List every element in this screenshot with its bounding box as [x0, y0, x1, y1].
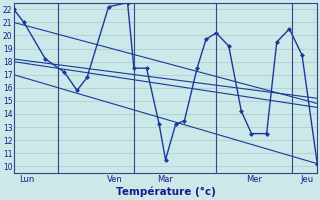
Text: Mar: Mar [157, 175, 173, 184]
X-axis label: Température (°c): Température (°c) [116, 187, 215, 197]
Text: Mer: Mer [246, 175, 262, 184]
Text: Lun: Lun [19, 175, 34, 184]
Text: Ven: Ven [107, 175, 123, 184]
Text: Jeu: Jeu [300, 175, 314, 184]
